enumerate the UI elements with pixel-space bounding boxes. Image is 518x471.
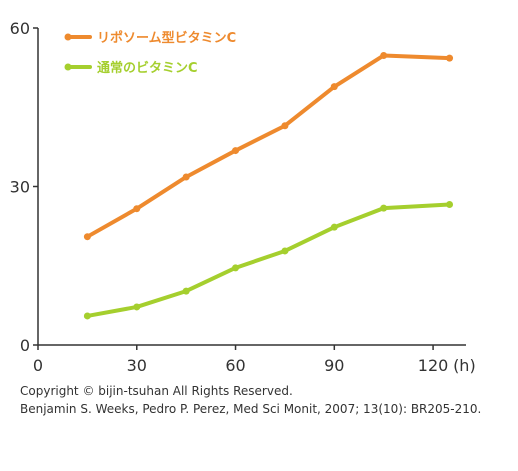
y-tick-label: 60 [10,19,30,38]
data-point [83,312,91,320]
x-tick-label: 60 [225,356,245,375]
series-1 [83,51,454,241]
data-point [232,264,240,272]
x-tick-label: 0 [33,356,43,375]
y-tick-label: 0 [20,336,30,355]
data-point [232,147,240,155]
data-point [83,233,91,241]
series-line [85,202,452,318]
data-point [380,204,388,212]
legend-item-2: 通常のビタミンC [64,60,198,76]
data-point [133,205,141,213]
x-tick-label: 30 [127,356,147,375]
x-tick-label: 90 [324,356,344,375]
series-2 [83,200,454,320]
legend-marker [64,63,72,71]
data-point [281,122,289,130]
x-tick-label: 120 [418,356,449,375]
data-point [182,287,190,295]
data-point [380,51,388,59]
copyright-text: Copyright © bijin-tsuhan All Rights Rese… [20,384,293,398]
x-axis-unit-label: (h) [453,356,476,375]
line-chart: 0 30 60 0 30 60 90 120 (h) リポソーム型ビタミンC 通常のビタミンC [10,19,476,375]
series-line [85,53,452,239]
data-point [446,54,454,62]
series-layer [83,51,454,320]
y-axis-ticks: 0 30 60 [10,19,38,355]
legend: リポソーム型ビタミンC 通常のビタミンC [64,30,236,76]
legend-marker [64,33,72,41]
data-point [281,247,289,255]
legend-item-1: リポソーム型ビタミンC [64,30,236,46]
data-point [133,303,141,311]
data-point [330,83,338,91]
x-axis-ticks: 0 30 60 90 120 (h) [33,345,476,375]
footer: Copyright © bijin-tsuhan All Rights Rese… [20,382,510,418]
citation-text: Benjamin S. Weeks, Pedro P. Perez, Med S… [20,402,482,416]
data-point [446,200,454,208]
y-tick-label: 30 [10,178,30,197]
data-point [330,223,338,231]
data-point [182,173,190,181]
legend-label: リポソーム型ビタミンC [97,30,236,46]
legend-label: 通常のビタミンC [97,60,198,76]
